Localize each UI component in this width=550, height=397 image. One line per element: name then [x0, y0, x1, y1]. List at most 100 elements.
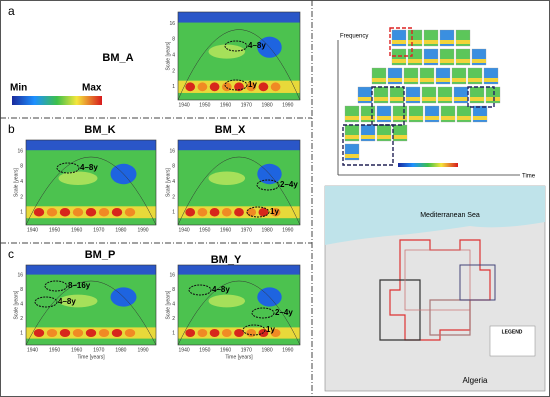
spectrum-blob	[111, 208, 123, 217]
x-axis-label: Time [years]	[225, 354, 253, 360]
spectrum-blob	[124, 329, 136, 337]
tile-band	[392, 40, 406, 44]
tile-band	[424, 40, 438, 44]
x-tick-label: 1990	[282, 347, 293, 353]
x-tick-label: 1950	[49, 227, 60, 233]
y-tick-label: 16	[169, 21, 175, 27]
annotation: 4–8y	[58, 297, 76, 306]
spectrum-blob	[209, 82, 220, 92]
cone-of-influence	[177, 156, 301, 226]
highlight-box	[389, 27, 413, 57]
tile-band	[361, 135, 375, 139]
x-tick-label: 1940	[27, 347, 38, 353]
y-tick-label: 4	[172, 179, 175, 185]
x-tick-label: 1980	[261, 102, 272, 108]
y-tick-label: 16	[17, 273, 23, 279]
tile-band	[345, 154, 359, 158]
annotation: 1y	[248, 80, 257, 89]
annotation: 4–8y	[80, 163, 98, 172]
cone-of-influence	[177, 280, 301, 346]
map	[324, 185, 546, 392]
spectrum-blob	[208, 294, 246, 308]
spectrum-blob	[209, 329, 220, 337]
x-tick-label: 1980	[115, 227, 126, 233]
y-tick-label: 1	[172, 210, 175, 216]
annotation: 1y	[270, 207, 279, 216]
plot-title: BM_A	[102, 52, 133, 64]
spectrum-blob	[124, 208, 136, 217]
cone-of-influence	[25, 280, 157, 346]
spectrum-blob	[197, 329, 208, 337]
y-tick-label: 16	[17, 148, 23, 154]
tile-band	[457, 116, 471, 120]
tile-band	[361, 116, 375, 120]
panel-label: c	[8, 247, 14, 261]
tile-band	[468, 78, 482, 82]
annotation: 2–4y	[280, 180, 298, 189]
x-tick-label: 1940	[179, 227, 190, 233]
tile-band	[472, 59, 486, 63]
spectrum-blob	[33, 329, 45, 337]
spectrum-blob	[270, 82, 281, 92]
y-tick-label: 8	[20, 164, 23, 170]
y-axis-label: Scale [years]	[165, 290, 171, 320]
y-axis-label: Scale [years]	[13, 167, 19, 197]
y-axis-label: Scale [years]	[165, 167, 171, 197]
plot-frame	[177, 139, 301, 226]
y-tick-label: 4	[20, 302, 23, 308]
tile-band	[452, 78, 466, 82]
spectrum-blob	[72, 329, 84, 337]
x-tick-label: 1960	[71, 227, 82, 233]
spectrum-blob	[209, 208, 220, 217]
spectrum-blob	[246, 329, 257, 337]
tile-band	[377, 116, 391, 120]
cone-of-influence	[177, 29, 301, 101]
spectrum-blob	[111, 329, 123, 337]
annotation: 8–16y	[68, 281, 91, 290]
plot-frame	[25, 139, 157, 226]
tile-band	[393, 116, 407, 120]
spectrum-blob	[59, 208, 71, 217]
tile-band	[486, 97, 500, 101]
plot-title: BM_P	[85, 249, 116, 261]
x-tick-label: 1990	[282, 227, 293, 233]
tile-band	[377, 135, 391, 139]
annotation-contour	[224, 79, 248, 91]
x-tick-label: 1940	[179, 102, 190, 108]
tile-band	[345, 116, 359, 120]
y-tick-label: 8	[172, 287, 175, 293]
tile-band	[393, 135, 407, 139]
spectrum-blob	[58, 171, 98, 186]
y-tick-label: 2	[20, 316, 23, 322]
tile-band	[425, 116, 439, 120]
spectrum-blob	[258, 208, 269, 217]
x-tick-label: 1960	[220, 102, 231, 108]
spectrum-blob	[72, 208, 84, 217]
annotation: 4–8y	[212, 285, 230, 294]
x-axis-label: Time [years]	[77, 354, 105, 360]
tile-band	[420, 78, 434, 82]
spectrum-blob	[98, 329, 110, 337]
tile-band	[408, 59, 422, 63]
x-tick-label: 1950	[199, 347, 210, 353]
dividers	[0, 0, 313, 397]
x-tick-label: 1980	[261, 347, 272, 353]
spectrum-blob	[185, 208, 196, 217]
annotation-contour	[224, 40, 248, 52]
plot-frame	[25, 264, 157, 346]
spectrum-band	[178, 265, 300, 275]
tile-band	[424, 59, 438, 63]
y-tick-label: 2	[172, 194, 175, 200]
x-tick-label: 1940	[27, 227, 38, 233]
highlight-box	[467, 86, 495, 108]
y-tick-label: 1	[20, 330, 23, 336]
tile-band	[422, 97, 436, 101]
tile-band	[358, 97, 372, 101]
y-tick-label: 8	[20, 287, 23, 293]
tile-band	[438, 97, 452, 101]
tile-band	[441, 116, 455, 120]
tile-band	[454, 97, 468, 101]
tile-band	[440, 40, 454, 44]
spectrum-blob	[58, 294, 98, 308]
